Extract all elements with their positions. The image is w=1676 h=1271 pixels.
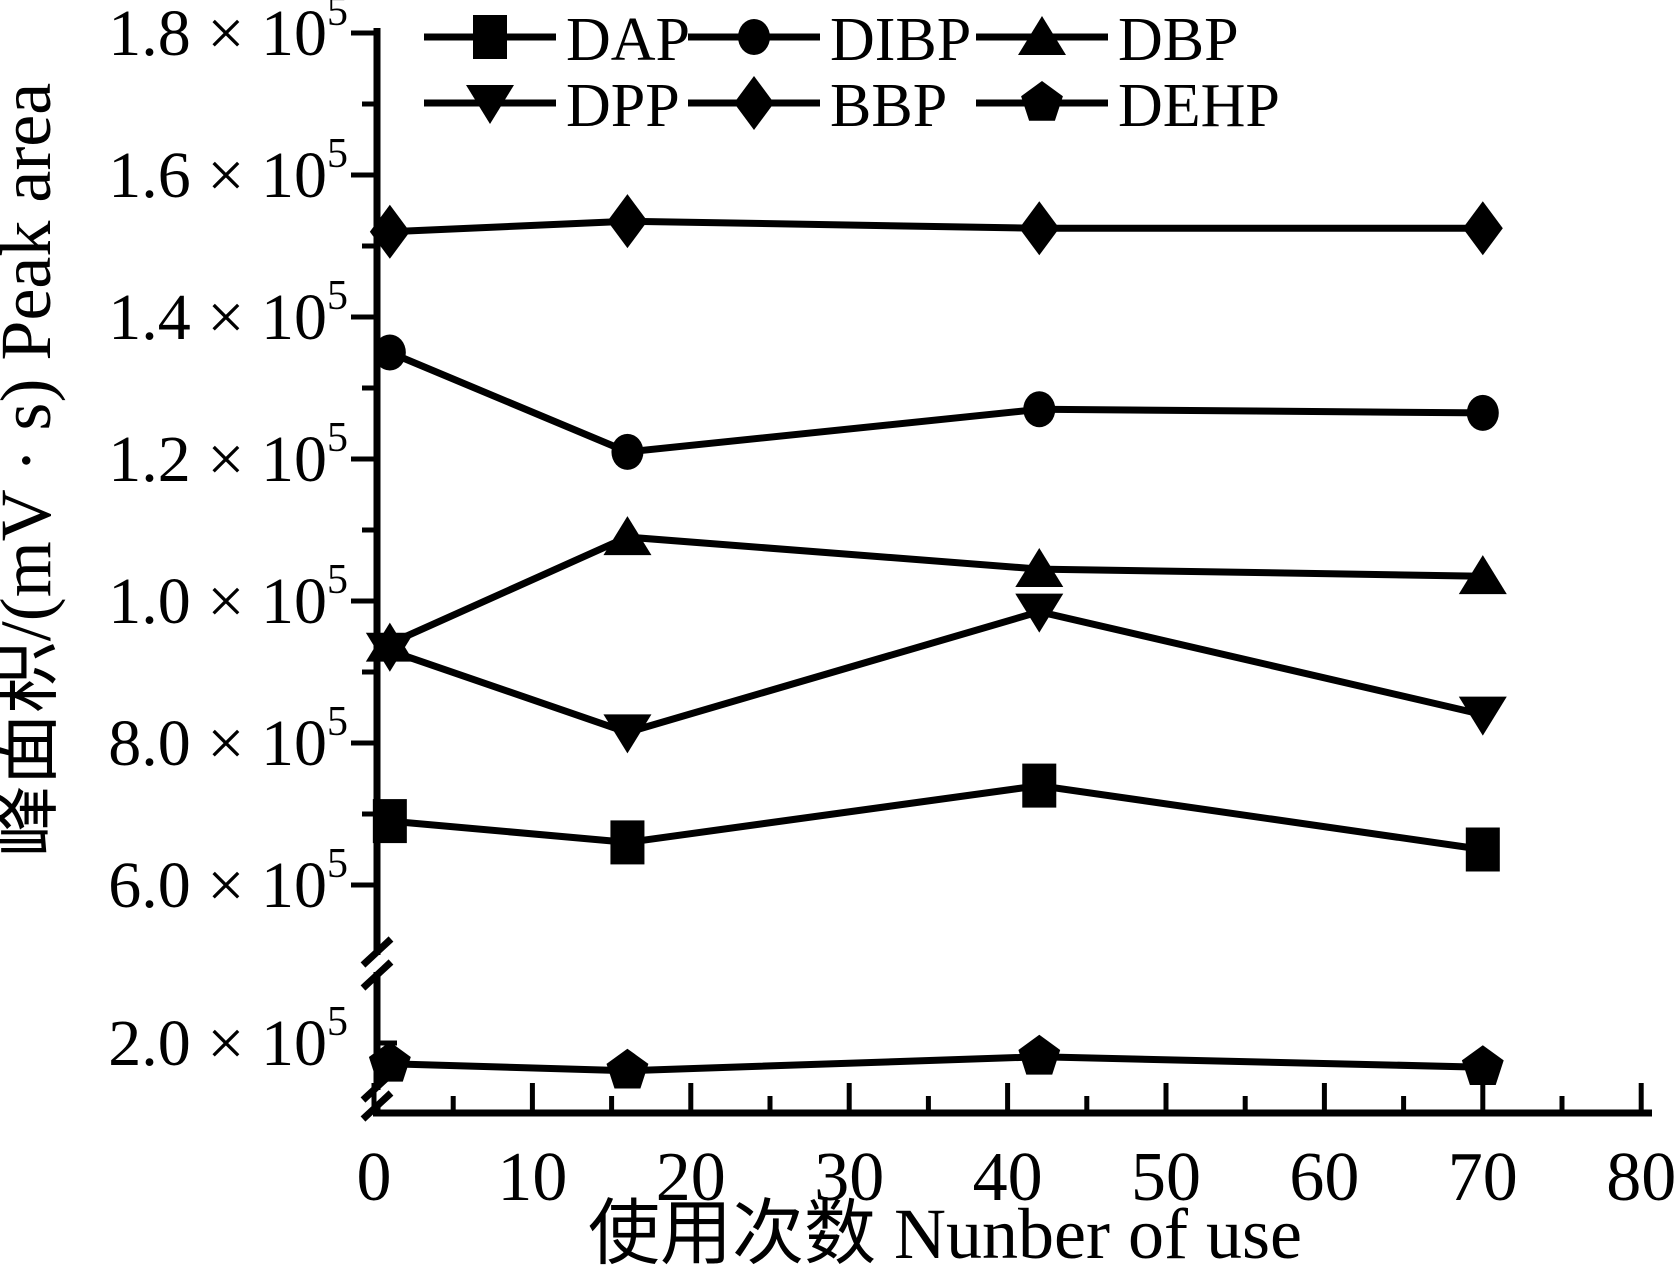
series-DEHP: [368, 1034, 1504, 1089]
data-point-DBP: [1458, 555, 1507, 595]
legend-label-DIBP: DIBP: [830, 6, 971, 74]
data-point-BBP: [607, 194, 648, 249]
series-BBP: [369, 194, 1503, 259]
legend-label-BBP: BBP: [830, 72, 947, 140]
series-DPP: [365, 593, 1507, 754]
data-point-DEHP: [606, 1048, 649, 1089]
data-point-DEHP: [1461, 1045, 1504, 1085]
x-tick-label: 10: [497, 1139, 567, 1216]
data-point-DPP: [365, 632, 414, 672]
data-point-BBP: [1462, 201, 1503, 256]
data-point-DAP: [1465, 827, 1500, 872]
y-tick-label: 6.0 × 105: [108, 841, 348, 922]
legend-item-DAP: DAP: [424, 6, 690, 74]
data-point-DPP: [1458, 696, 1507, 736]
series-DIBP: [373, 334, 1499, 470]
data-point-DEHP: [368, 1041, 411, 1082]
y-axis-title: 峰面积/(mV · s) Peak area: [0, 83, 66, 857]
x-tick-label: 40: [973, 1139, 1043, 1216]
data-point-DAP: [1022, 763, 1057, 808]
plot-area: 1.8 × 105 1.6 × 105 1.4 × 105 1.2 × 105 1.0 …: [108, 0, 1676, 1216]
x-tick-label: 80: [1606, 1139, 1676, 1216]
x-tick-label: 30: [814, 1139, 884, 1216]
legend-label-DAP: DAP: [566, 6, 690, 74]
legend-pentagon-marker: [1021, 81, 1063, 121]
series-line-DEHP: [389, 1053, 1483, 1075]
x-tick-label: 20: [656, 1139, 726, 1216]
series-line-DPP: [388, 608, 1484, 737]
data-point-BBP: [369, 204, 410, 259]
legend-label-DBP: DBP: [1118, 6, 1239, 74]
y-tick-label: 2.0 × 105: [108, 999, 348, 1080]
data-point-DPP: [1015, 593, 1064, 633]
legend-item-DBP: DBP: [976, 6, 1239, 74]
legend-item-DIBP: DIBP: [688, 6, 971, 74]
series-line-DIBP: [388, 349, 1483, 456]
series-line-BBP: [389, 217, 1483, 236]
x-tick-label: 60: [1289, 1139, 1359, 1216]
legend-triangle-down-marker: [466, 85, 514, 124]
data-point-DPP: [603, 714, 652, 754]
data-point-DBP: [603, 516, 652, 556]
legend-square-marker: [473, 15, 507, 59]
y-tick-label: 1.6 × 105: [108, 131, 348, 212]
series-DAP: [372, 763, 1500, 872]
series-line-DAP: [389, 782, 1484, 853]
axis-break-slash: [360, 959, 394, 991]
data-point-DBP: [1015, 548, 1064, 588]
y-tick-label: 1.2 × 105: [108, 415, 348, 496]
axis-break-slash: [360, 936, 394, 968]
series-line-DBP: [388, 533, 1483, 647]
data-point-DEHP: [1018, 1034, 1061, 1075]
y-tick-label: 8.0 × 105: [108, 699, 348, 780]
legend: DAP DIBP DBP DPP BBP DEHP: [424, 6, 1280, 140]
y-tick-label: 1.0 × 105: [108, 557, 348, 638]
x-axis-title: 使用次数 Nunber of use: [588, 1194, 1302, 1271]
legend-item-DPP: DPP: [424, 72, 680, 140]
legend-triangle-up-marker: [1018, 16, 1066, 55]
x-tick-label: 0: [357, 1139, 392, 1216]
data-point-DIBP: [1466, 394, 1499, 431]
y-tick-label: 1.8 × 105: [108, 0, 348, 70]
y-tick-label: 1.4 × 105: [108, 273, 348, 354]
legend-item-BBP: BBP: [688, 72, 947, 140]
legend-label-DPP: DPP: [566, 72, 680, 140]
data-point-BBP: [1019, 201, 1060, 256]
legend-circle-marker: [738, 19, 770, 55]
axis-break-slash: [360, 1090, 394, 1122]
data-point-DIBP: [373, 334, 406, 371]
x-tick-label: 70: [1448, 1139, 1518, 1216]
legend-diamond-marker: [734, 76, 774, 130]
data-point-DAP: [372, 799, 407, 844]
data-point-DIBP: [1023, 391, 1056, 428]
data-point-DAP: [610, 820, 645, 865]
data-point-DIBP: [611, 433, 644, 470]
legend-label-DEHP: DEHP: [1118, 72, 1280, 140]
legend-item-DEHP: DEHP: [976, 72, 1280, 140]
x-tick-label: 50: [1131, 1139, 1201, 1216]
